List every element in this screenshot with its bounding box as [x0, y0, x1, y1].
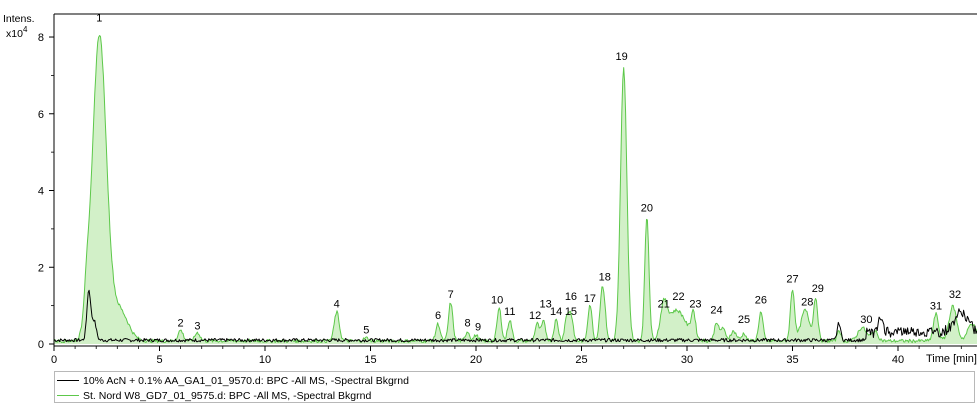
series-fill-layer [54, 35, 977, 344]
peak-label: 27 [786, 274, 798, 286]
x-tick-label: 15 [364, 354, 376, 366]
x-tick-label: 10 [259, 354, 271, 366]
y-tick-label: 0 [38, 339, 44, 351]
peak-label: 5 [363, 324, 369, 336]
legend-label-series-2: St. Nord W8_GD7_01_9575.d: BPC -All MS, … [83, 389, 372, 402]
peak-label: 30 [860, 314, 872, 326]
peak-label: 14 [550, 306, 562, 318]
peak-label: 26 [755, 295, 767, 307]
legend-label-series-1: 10% AcN + 0.1% AA_GA1_01_9570.d: BPC -Al… [83, 374, 409, 387]
y-axis-label: Intens. [3, 13, 35, 25]
peak-label: 11 [504, 306, 515, 318]
peak-label: 32 [949, 289, 961, 301]
peak-label: 25 [738, 314, 750, 326]
x-tick-label: 30 [681, 354, 693, 366]
x-tick-label: 35 [786, 354, 798, 366]
peak-label: 29 [812, 283, 824, 295]
x-axis-label: Time [min] [926, 353, 977, 365]
y-tick-label: 2 [38, 262, 44, 274]
peak-label: 18 [599, 272, 611, 284]
peak-label: 16 [565, 291, 577, 303]
peak-label: 15 [565, 306, 577, 318]
peak-label: 7 [448, 289, 454, 301]
axes [53, 13, 977, 347]
peak-label: 6 [435, 310, 441, 322]
peak-label: 22 [672, 291, 684, 303]
y-multiplier-base: x10 [6, 28, 23, 40]
y-tick-label: 4 [38, 186, 44, 198]
x-tick-label: 5 [156, 354, 162, 366]
series-2-line [53, 35, 977, 344]
x-tick-label: 20 [470, 354, 482, 366]
peak-label: 10 [491, 295, 503, 307]
peak-label: 8 [464, 318, 470, 330]
x-axis-label-bg [923, 350, 977, 366]
legend: 10% AcN + 0.1% AA_GA1_01_9570.d: BPC -Al… [54, 371, 975, 403]
peak-label: 31 [930, 300, 942, 312]
y-tick-label: 6 [38, 109, 44, 121]
y-multiplier: x104 [6, 25, 28, 40]
y-tick-label: 8 [38, 32, 44, 44]
peak-label: 28 [801, 297, 813, 309]
peak-label: 19 [615, 51, 627, 63]
x-tick-label: 0 [51, 354, 57, 366]
legend-entry-series-1: 10% AcN + 0.1% AA_GA1_01_9570.d: BPC -Al… [57, 373, 409, 388]
y-multiplier-exponent: 4 [23, 25, 28, 34]
x-tick-label: 25 [575, 354, 587, 366]
peak-label: 20 [641, 203, 653, 215]
series-1-line [53, 289, 977, 343]
peak-label: 4 [334, 299, 340, 311]
peak-label: 9 [475, 322, 481, 334]
peak-label: 21 [658, 299, 670, 311]
peak-label: 13 [540, 299, 552, 311]
peak-label: 23 [689, 299, 701, 311]
legend-swatch-series-2 [57, 395, 79, 396]
peak-label: 2 [178, 318, 184, 330]
legend-entry-series-2: St. Nord W8_GD7_01_9575.d: BPC -All MS, … [57, 388, 371, 403]
peak-label: 3 [194, 320, 200, 332]
series-2-area [54, 35, 977, 344]
peak-label: 17 [584, 293, 596, 305]
peak-label: 12 [529, 310, 541, 322]
series-line-layer [53, 35, 977, 344]
peak-label: 1 [96, 13, 102, 25]
legend-swatch-series-1 [57, 380, 79, 381]
peak-label: 24 [710, 304, 722, 316]
x-tick-label: 40 [892, 354, 904, 366]
